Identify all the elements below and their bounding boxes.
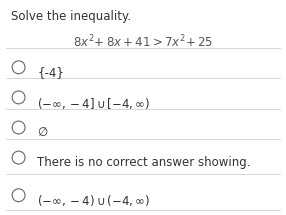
Text: $(-\infty,-4)\cup(-4,\infty)$: $(-\infty,-4)\cup(-4,\infty)$ — [37, 194, 150, 209]
Text: $\varnothing$: $\varnothing$ — [37, 126, 49, 139]
Text: {-4}: {-4} — [37, 66, 64, 78]
Text: There is no correct answer showing.: There is no correct answer showing. — [37, 156, 251, 169]
Text: $8x^2\!+8x+41>7x^2\!+25$: $8x^2\!+8x+41>7x^2\!+25$ — [73, 33, 213, 50]
Text: $(-\infty,-4]\cup[-4,\infty)$: $(-\infty,-4]\cup[-4,\infty)$ — [37, 96, 150, 111]
Text: Solve the inequality.: Solve the inequality. — [11, 10, 132, 23]
